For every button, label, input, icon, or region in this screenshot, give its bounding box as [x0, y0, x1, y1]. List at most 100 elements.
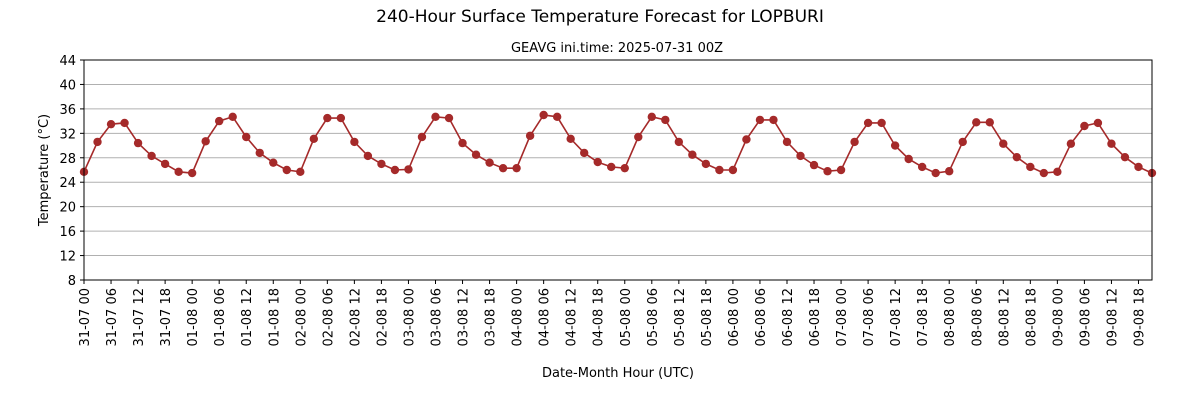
data-point	[850, 137, 859, 147]
data-point	[890, 141, 900, 150]
data-point	[782, 137, 792, 147]
x-axis-ticks: 31-07 00 31-07 06 31-07 12 31-07 18 01-08 00…	[78, 280, 1147, 346]
x-tick-label: 06-08 00	[727, 288, 742, 346]
x-tick-label: 05-08 06	[646, 288, 661, 346]
data-point	[674, 137, 684, 147]
x-tick-label: 06-08 06	[754, 288, 769, 346]
data-point	[228, 112, 237, 122]
data-point	[904, 154, 913, 164]
data-point	[525, 131, 535, 140]
data-point	[620, 163, 629, 173]
y-tick-label: 20	[59, 201, 76, 216]
data-point	[417, 132, 427, 142]
data-point	[214, 116, 224, 126]
x-tick-label: 05-08 12	[673, 288, 688, 346]
data-point	[174, 167, 183, 177]
data-point	[498, 163, 508, 173]
x-tick-label: 05-08 18	[700, 288, 715, 346]
data-point	[999, 139, 1008, 148]
x-tick-label: 07-08 18	[916, 288, 931, 346]
x-tick-label: 08-08 06	[970, 288, 985, 346]
x-tick-label: 04-08 18	[592, 288, 607, 346]
data-point	[512, 163, 521, 173]
data-point	[647, 112, 656, 122]
x-tick-label: 31-07 00	[78, 288, 93, 346]
y-axis-label: Temperature (°C)	[37, 114, 52, 227]
data-point	[755, 115, 765, 125]
data-point	[728, 165, 738, 175]
data-point	[336, 113, 346, 123]
x-tick-label: 08-08 18	[1024, 288, 1039, 346]
x-tick-label: 07-08 06	[862, 288, 877, 346]
data-point	[1039, 168, 1049, 178]
x-tick-label: 09-08 00	[1051, 288, 1066, 346]
x-tick-label: 04-08 12	[565, 288, 580, 346]
data-point	[836, 165, 846, 175]
x-axis-label: Date-Month Hour (UTC)	[542, 366, 694, 381]
y-tick-label: 8	[68, 274, 76, 289]
x-tick-label: 07-08 00	[835, 288, 850, 346]
data-point	[363, 151, 373, 161]
x-tick-label: 03-08 18	[484, 288, 499, 346]
data-point	[742, 135, 751, 144]
data-point	[593, 157, 602, 167]
data-point	[350, 137, 359, 147]
data-point	[958, 137, 967, 147]
x-tick-label: 08-08 12	[997, 288, 1012, 346]
data-point	[769, 115, 778, 125]
data-point	[1080, 121, 1089, 131]
x-tick-label: 01-08 00	[186, 288, 201, 346]
y-tick-label: 44	[59, 54, 76, 69]
data-point	[661, 115, 670, 125]
x-tick-label: 03-08 00	[402, 288, 417, 346]
data-point	[917, 162, 927, 172]
data-point	[1012, 152, 1022, 162]
x-tick-label: 03-08 06	[429, 288, 444, 346]
x-tick-label: 09-08 18	[1132, 288, 1147, 346]
x-tick-label: 01-08 18	[267, 288, 282, 346]
data-point	[485, 158, 494, 167]
x-tick-label: 07-08 12	[889, 288, 904, 346]
x-tick-label: 01-08 06	[213, 288, 228, 346]
data-point	[1134, 162, 1143, 172]
data-point	[147, 151, 156, 161]
data-point	[201, 137, 210, 146]
x-tick-label: 02-08 06	[321, 288, 336, 346]
data-point	[931, 168, 940, 178]
plot-frame	[83, 59, 1153, 281]
data-point	[1066, 139, 1076, 148]
x-tick-label: 09-08 06	[1078, 288, 1093, 346]
x-tick-label: 31-07 12	[132, 288, 147, 346]
data-point	[106, 119, 116, 129]
data-point	[701, 159, 711, 169]
data-point	[877, 118, 886, 128]
data-point	[282, 165, 291, 175]
y-tick-label: 12	[59, 250, 76, 265]
x-tick-label: 06-08 12	[781, 288, 796, 346]
data-point	[715, 165, 724, 175]
x-tick-label: 09-08 12	[1105, 288, 1120, 346]
y-tick-label: 16	[59, 225, 76, 240]
data-point	[1093, 118, 1103, 128]
data-point	[634, 132, 643, 142]
data-point	[160, 159, 170, 169]
x-tick-label: 31-07 18	[159, 288, 174, 346]
gridlines	[84, 59, 1152, 281]
y-tick-label: 24	[59, 176, 76, 191]
data-point	[242, 132, 251, 142]
chart-subtitle: GEAVG ini.time: 2025-07-31 00Z	[511, 41, 723, 56]
data-point	[972, 118, 981, 127]
data-point	[377, 159, 386, 169]
data-point	[269, 158, 278, 167]
data-point	[796, 151, 805, 161]
data-point	[296, 167, 305, 177]
data-point	[93, 137, 102, 147]
chart-title: 240-Hour Surface Temperature Forecast fo…	[376, 7, 824, 27]
x-tick-label: 03-08 12	[457, 288, 472, 346]
data-point	[471, 150, 481, 159]
x-tick-label: 06-08 18	[808, 288, 823, 346]
x-tick-label: 31-07 06	[105, 288, 120, 346]
y-tick-label: 36	[59, 103, 76, 118]
data-point	[133, 138, 143, 148]
